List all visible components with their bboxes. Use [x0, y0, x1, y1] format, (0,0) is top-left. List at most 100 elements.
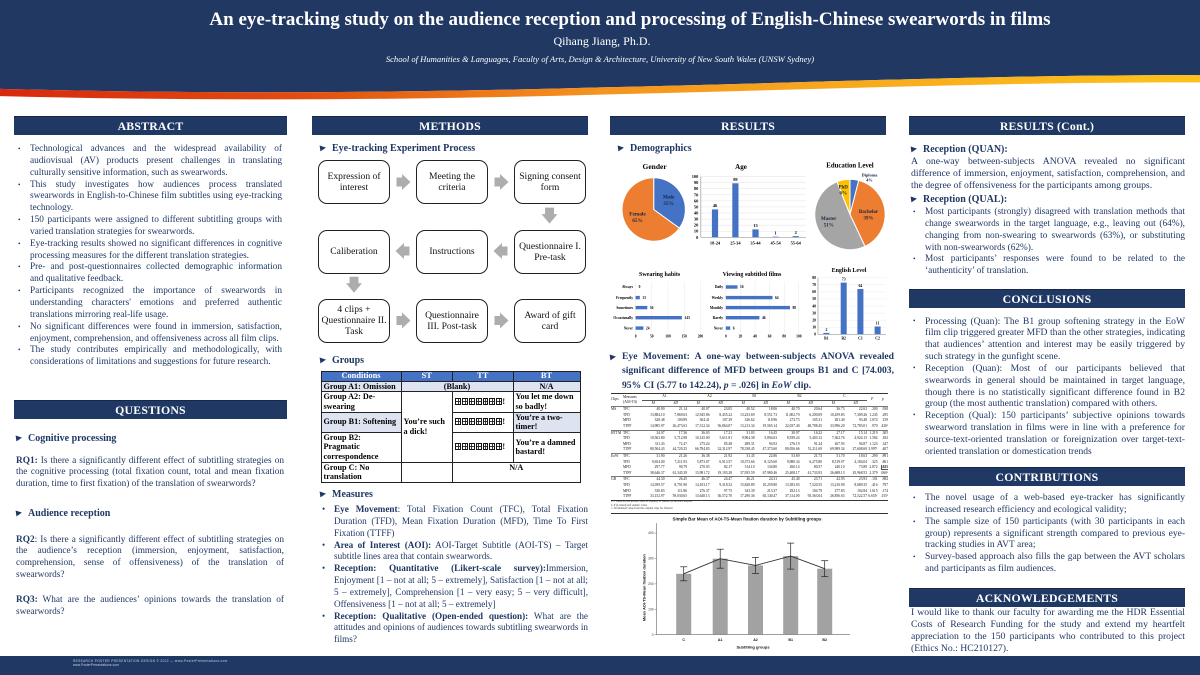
svg-text:64: 64 [775, 296, 779, 300]
svg-text:200: 200 [698, 335, 704, 339]
svg-text:70: 70 [694, 192, 699, 197]
svg-text:Weekly: Weekly [712, 296, 724, 300]
svg-text:Swearing habits: Swearing habits [639, 272, 681, 278]
svg-text:4%: 4% [866, 178, 872, 183]
svg-text:PhD: PhD [838, 186, 848, 191]
svg-text:C2: C2 [875, 337, 880, 341]
svg-text:80: 80 [694, 186, 699, 191]
svg-text:0: 0 [725, 335, 727, 339]
svg-text:35%: 35% [663, 201, 674, 207]
svg-text:50: 50 [694, 205, 699, 210]
svg-text:Gender: Gender [643, 162, 668, 171]
svg-text:2: 2 [795, 230, 797, 235]
svg-text:143: 143 [684, 316, 690, 320]
svg-text:Always: Always [622, 285, 634, 289]
svg-text:Rarely: Rarely [713, 316, 724, 320]
svg-text:46: 46 [713, 203, 718, 208]
svg-text:20: 20 [812, 318, 816, 322]
svg-text:Frequently: Frequently [616, 296, 633, 300]
svg-text:6: 6 [733, 326, 735, 330]
svg-text:C: C [682, 638, 685, 642]
svg-text:A1: A1 [718, 638, 723, 642]
svg-text:0: 0 [652, 633, 654, 637]
svg-text:100: 100 [692, 174, 699, 179]
svg-text:300: 300 [648, 557, 654, 561]
svg-text:B2: B2 [841, 337, 846, 341]
svg-text:20: 20 [694, 223, 699, 228]
svg-text:35-44: 35-44 [750, 241, 761, 246]
svg-text:10: 10 [694, 229, 699, 234]
svg-text:30: 30 [694, 217, 699, 222]
svg-text:18-24: 18-24 [710, 241, 721, 246]
svg-text:1: 1 [774, 230, 776, 235]
svg-text:0: 0 [696, 235, 699, 240]
svg-text:13: 13 [642, 296, 646, 300]
svg-text:20: 20 [739, 335, 743, 339]
svg-text:Age: Age [735, 163, 747, 171]
svg-text:90: 90 [694, 180, 699, 185]
svg-text:400: 400 [648, 531, 654, 535]
svg-text:60: 60 [694, 198, 699, 203]
svg-text:0: 0 [639, 285, 641, 289]
svg-text:Male: Male [663, 195, 675, 201]
svg-text:60: 60 [768, 335, 772, 339]
svg-text:Bachelor: Bachelor [859, 210, 879, 215]
svg-text:Occasionally: Occasionally [613, 316, 633, 320]
svg-text:46: 46 [762, 316, 766, 320]
svg-text:Subtitling groups: Subtitling groups [736, 645, 770, 650]
svg-text:150: 150 [682, 335, 688, 339]
svg-text:11: 11 [876, 322, 880, 326]
svg-text:55-64: 55-64 [791, 241, 802, 246]
svg-text:80: 80 [812, 276, 816, 280]
svg-text:100: 100 [796, 335, 802, 339]
svg-text:Master: Master [821, 217, 837, 222]
svg-text:100: 100 [665, 335, 671, 339]
svg-text:30: 30 [812, 311, 816, 315]
svg-text:89: 89 [733, 177, 738, 182]
svg-text:10: 10 [812, 326, 816, 330]
svg-text:60: 60 [812, 290, 816, 294]
svg-text:Monthly: Monthly [710, 306, 723, 310]
svg-text:25-34: 25-34 [730, 241, 741, 246]
svg-text:B1: B1 [788, 638, 793, 642]
svg-text:C1: C1 [858, 337, 863, 341]
svg-text:Mean AOI-TS-Mean fixation dura: Mean AOI-TS-Mean fixation duration [641, 553, 646, 620]
svg-text:88: 88 [793, 306, 797, 310]
svg-text:51%: 51% [824, 224, 834, 229]
svg-text:13: 13 [753, 223, 758, 228]
svg-text:0: 0 [635, 335, 637, 339]
svg-text:Viewing subtitled films: Viewing subtitled films [723, 272, 782, 278]
svg-text:24: 24 [646, 326, 650, 330]
svg-text:200: 200 [648, 582, 654, 586]
svg-text:73: 73 [842, 278, 846, 282]
svg-text:16: 16 [740, 285, 744, 289]
svg-text:A2: A2 [753, 638, 758, 642]
svg-text:B1: B1 [824, 337, 829, 341]
svg-text:Education Level: Education Level [826, 163, 874, 170]
svg-text:64: 64 [859, 284, 863, 288]
svg-text:70: 70 [812, 283, 816, 287]
svg-text:Daily: Daily [715, 285, 723, 289]
svg-text:0: 0 [814, 333, 816, 337]
svg-text:40: 40 [812, 304, 816, 308]
svg-text:Diploma: Diploma [862, 173, 879, 178]
svg-text:100: 100 [648, 607, 654, 611]
svg-text:50: 50 [812, 297, 816, 301]
svg-text:40: 40 [694, 211, 699, 216]
svg-text:36: 36 [650, 306, 654, 310]
svg-text:40: 40 [753, 335, 757, 339]
svg-text:6%: 6% [839, 192, 847, 197]
svg-text:Sometimes: Sometimes [616, 306, 633, 310]
svg-text:50: 50 [650, 335, 654, 339]
svg-text:Never: Never [624, 326, 634, 330]
svg-text:45-54: 45-54 [770, 241, 781, 246]
svg-text:2: 2 [825, 328, 827, 332]
svg-text:39%: 39% [864, 217, 874, 222]
svg-text:English Level: English Level [832, 268, 867, 274]
svg-text:Female: Female [629, 212, 646, 218]
svg-text:80: 80 [782, 335, 786, 339]
svg-text:65%: 65% [632, 218, 643, 224]
svg-text:Simple Bar Mean of AOI-TS-Mean: Simple Bar Mean of AOI-TS-Mean fixation … [673, 516, 822, 521]
svg-text:Never: Never [714, 326, 724, 330]
svg-text:B2: B2 [822, 638, 827, 642]
